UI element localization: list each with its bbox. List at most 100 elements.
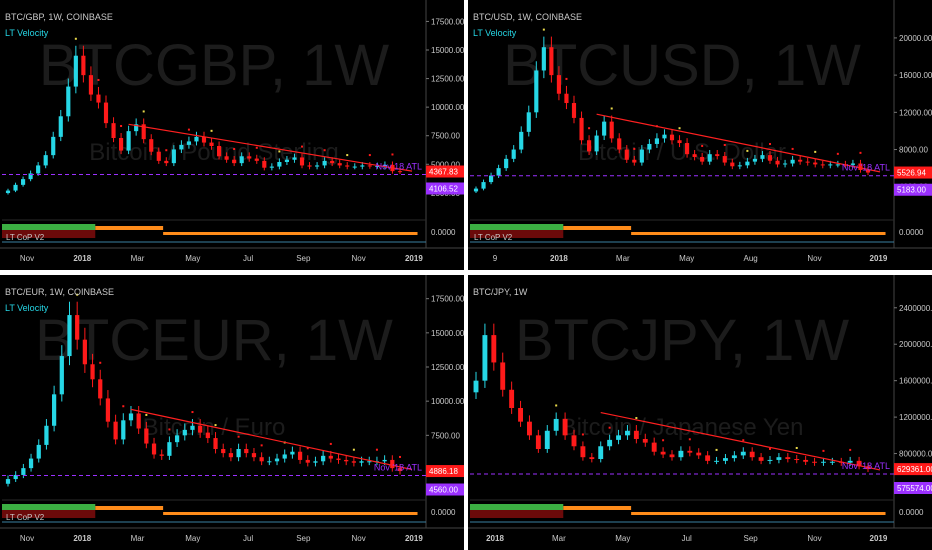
chart-svg: BTCUSD, 1W Bitcoin / U.S. Dollar 20000.00 1… xyxy=(468,0,932,263)
candle-body xyxy=(752,158,757,162)
x-tick-label: Nov xyxy=(20,534,34,543)
last-price-label: 629361.00 xyxy=(897,465,932,474)
velocity-dot xyxy=(323,149,326,152)
x-tick-label: 2018 xyxy=(73,534,91,543)
velocity-dot xyxy=(278,150,281,153)
velocity-dot xyxy=(74,37,77,40)
velocity-dot xyxy=(306,447,309,450)
velocity-dot xyxy=(260,444,263,447)
candle-body xyxy=(262,160,267,168)
velocity-dot xyxy=(187,128,190,131)
osc-green-band xyxy=(2,504,96,510)
x-tick-label: Aug xyxy=(744,254,758,263)
atl-price-label: 5183.00 xyxy=(897,186,926,195)
candle-body xyxy=(692,154,697,157)
candle-body xyxy=(705,455,711,461)
candle-body xyxy=(58,116,63,137)
candle-body xyxy=(66,86,71,117)
candle-body xyxy=(687,450,693,453)
candle-body xyxy=(307,165,312,167)
candle-body xyxy=(758,457,764,461)
y-tick-label: 2000000.00 xyxy=(899,340,932,349)
candle-body xyxy=(678,450,684,458)
x-tick-label: Nov xyxy=(20,254,34,263)
velocity-dot xyxy=(165,149,168,152)
candle-body xyxy=(847,460,853,463)
watermark: BTCEUR, 1W xyxy=(35,308,393,373)
x-tick-label: 9 xyxy=(493,254,498,263)
candle-body xyxy=(660,451,666,455)
candle-body xyxy=(259,457,264,462)
candle-body xyxy=(639,149,644,163)
candle-body xyxy=(496,168,501,176)
x-tick-label: Jul xyxy=(243,534,253,543)
osc-green-band xyxy=(470,504,564,510)
y-tick-label: 10000.00 xyxy=(431,103,464,112)
candle-body xyxy=(337,163,342,166)
x-tick-label: Nov xyxy=(807,534,821,543)
candle-body xyxy=(544,430,550,449)
candle-body xyxy=(805,161,810,163)
osc-orange-segment xyxy=(563,226,632,230)
velocity-dot xyxy=(723,143,726,146)
candle-body xyxy=(359,461,364,463)
candle-body xyxy=(700,156,705,162)
velocity-dot xyxy=(97,78,100,81)
osc-red-band xyxy=(2,230,96,238)
candle-body xyxy=(156,151,161,161)
x-tick-label: 2019 xyxy=(405,254,423,263)
velocity-dot xyxy=(210,129,213,132)
velocity-dot xyxy=(678,127,681,130)
x-tick-label: 2019 xyxy=(870,534,888,543)
candle-body xyxy=(776,457,782,460)
candle-body xyxy=(519,131,524,150)
candle-body xyxy=(482,335,488,381)
candle-body xyxy=(549,47,554,76)
velocity-dot xyxy=(662,439,665,442)
atl-annotation: Nov 18 ATL xyxy=(376,161,422,171)
candle-body xyxy=(553,418,559,431)
velocity-dot xyxy=(368,154,371,157)
candle-body xyxy=(336,458,341,460)
atl-price-tag xyxy=(426,182,464,195)
candle-body xyxy=(760,155,765,159)
velocity-dot xyxy=(145,413,148,416)
candle-body xyxy=(345,165,350,167)
last-price-tag xyxy=(426,465,464,478)
chart-svg: BTCJPY, 1W Bitcoin / Japanese Yen 2400000.… xyxy=(468,275,932,543)
osc-green-band xyxy=(2,224,96,230)
candle-body xyxy=(297,451,303,460)
candle-body xyxy=(587,140,592,152)
velocity-dot xyxy=(795,446,798,449)
candle-body xyxy=(722,156,727,163)
candle-body xyxy=(274,458,280,462)
candle-body xyxy=(790,159,795,164)
candle-body xyxy=(829,461,835,463)
candle-body xyxy=(685,143,690,155)
y-tick-label: 10000.00 xyxy=(431,397,464,406)
velocity-dot xyxy=(715,448,718,451)
candle-body xyxy=(13,184,18,191)
sub-indicator-label: LT CoP V2 xyxy=(6,513,45,522)
velocity-dot xyxy=(581,433,584,436)
chart-title: BTC/JPY, 1W xyxy=(473,287,528,297)
candle-body xyxy=(239,156,244,164)
candle-body xyxy=(51,136,56,156)
x-tick-label: Nov xyxy=(352,534,366,543)
velocity-dot xyxy=(255,146,258,149)
last-price-tag xyxy=(894,463,932,476)
velocity-dot xyxy=(120,124,123,127)
candle-body xyxy=(858,163,863,170)
x-tick-label: May xyxy=(185,534,200,543)
candle-body xyxy=(5,479,11,484)
y-tick-label: 2400000.00 xyxy=(899,304,932,313)
x-tick-label: Nov xyxy=(352,254,366,263)
candle-body xyxy=(90,364,95,380)
x-tick-label: May xyxy=(615,534,630,543)
candle-body xyxy=(209,142,214,146)
x-tick-label: Jul xyxy=(243,254,253,263)
velocity-dot xyxy=(233,148,236,151)
atl-price-tag xyxy=(894,482,932,495)
